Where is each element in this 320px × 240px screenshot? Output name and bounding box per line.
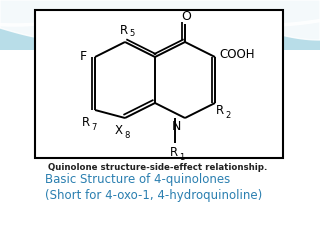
Text: R: R — [216, 104, 224, 118]
Text: 1: 1 — [179, 152, 184, 162]
Bar — [0, 50, 320, 240]
Text: Basic Structure of 4-quinolones: Basic Structure of 4-quinolones — [45, 174, 230, 186]
Bar — [35, 10, 283, 158]
Text: R: R — [120, 24, 128, 36]
Text: COOH: COOH — [219, 48, 255, 61]
Bar — [0, 0, 320, 50]
Text: (Short for 4-oxo-1, 4-hydroquinoline): (Short for 4-oxo-1, 4-hydroquinoline) — [45, 190, 262, 203]
Text: 5: 5 — [129, 30, 134, 38]
Text: F: F — [79, 50, 87, 64]
Text: Quinolone structure-side-effect relationship.: Quinolone structure-side-effect relation… — [48, 162, 268, 172]
Text: 2: 2 — [225, 110, 230, 120]
Text: O: O — [181, 10, 191, 23]
Text: X: X — [115, 125, 123, 138]
Text: R: R — [82, 116, 90, 130]
Text: 7: 7 — [91, 122, 96, 132]
Text: 8: 8 — [124, 131, 129, 139]
Text: N: N — [171, 120, 181, 132]
Text: R: R — [170, 146, 178, 160]
